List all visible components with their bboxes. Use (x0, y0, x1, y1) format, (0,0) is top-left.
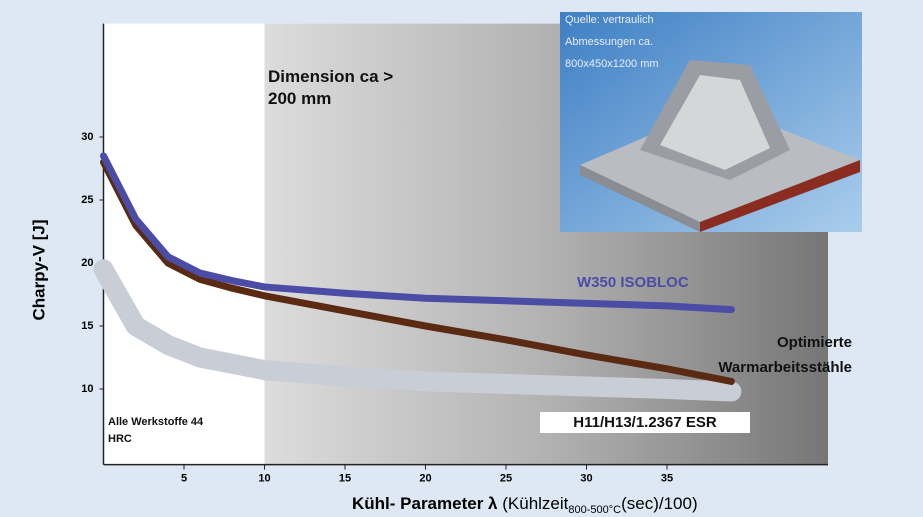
y-axis-label: Charpy-V [J] (29, 219, 48, 320)
series-label: Optimierte Warmarbeitsstähle (700, 330, 852, 380)
y-tick-label: 10 (81, 383, 93, 395)
x-tick-label: 25 (500, 473, 512, 485)
x-tick-label: 30 (580, 473, 592, 485)
x-tick-label: 15 (339, 473, 351, 485)
inset-text: Abmessungen ca. (565, 36, 653, 48)
x-axis-label: Kühl- Parameter λ (Kühlzeit800-500°C(sec… (352, 494, 698, 515)
inset-text: Quelle: vertraulich (565, 14, 654, 26)
y-tick-label: 20 (81, 257, 93, 269)
series-label: W350 ISOBLOC (577, 274, 689, 291)
x-tick-label: 5 (181, 473, 187, 485)
chart: 10 15 20 25 30 5 10 15 20 25 30 35 Quelle: vertraul… (0, 0, 923, 517)
x-tick-label: 10 (258, 473, 270, 485)
x-label-rest: (Kühlzeit (502, 494, 568, 513)
series-label: H11/H13/1.2367 ESR (540, 412, 750, 433)
x-tick-label: 35 (661, 473, 673, 485)
y-tick-label: 25 (81, 194, 93, 206)
y-tick-label: 30 (81, 131, 93, 143)
x-label-end: (sec)/100) (621, 494, 698, 513)
annotation: Dimension ca > 200 mm (268, 66, 418, 110)
x-label-main: Kühl- Parameter λ (352, 494, 498, 513)
x-label-sub: 800-500°C (568, 504, 621, 516)
y-tick-label: 15 (81, 320, 93, 332)
inset-text: 800x450x1200 mm (565, 58, 659, 70)
annotation: Alle Werkstoffe 44 HRC (108, 414, 218, 448)
x-tick-label: 20 (419, 473, 431, 485)
